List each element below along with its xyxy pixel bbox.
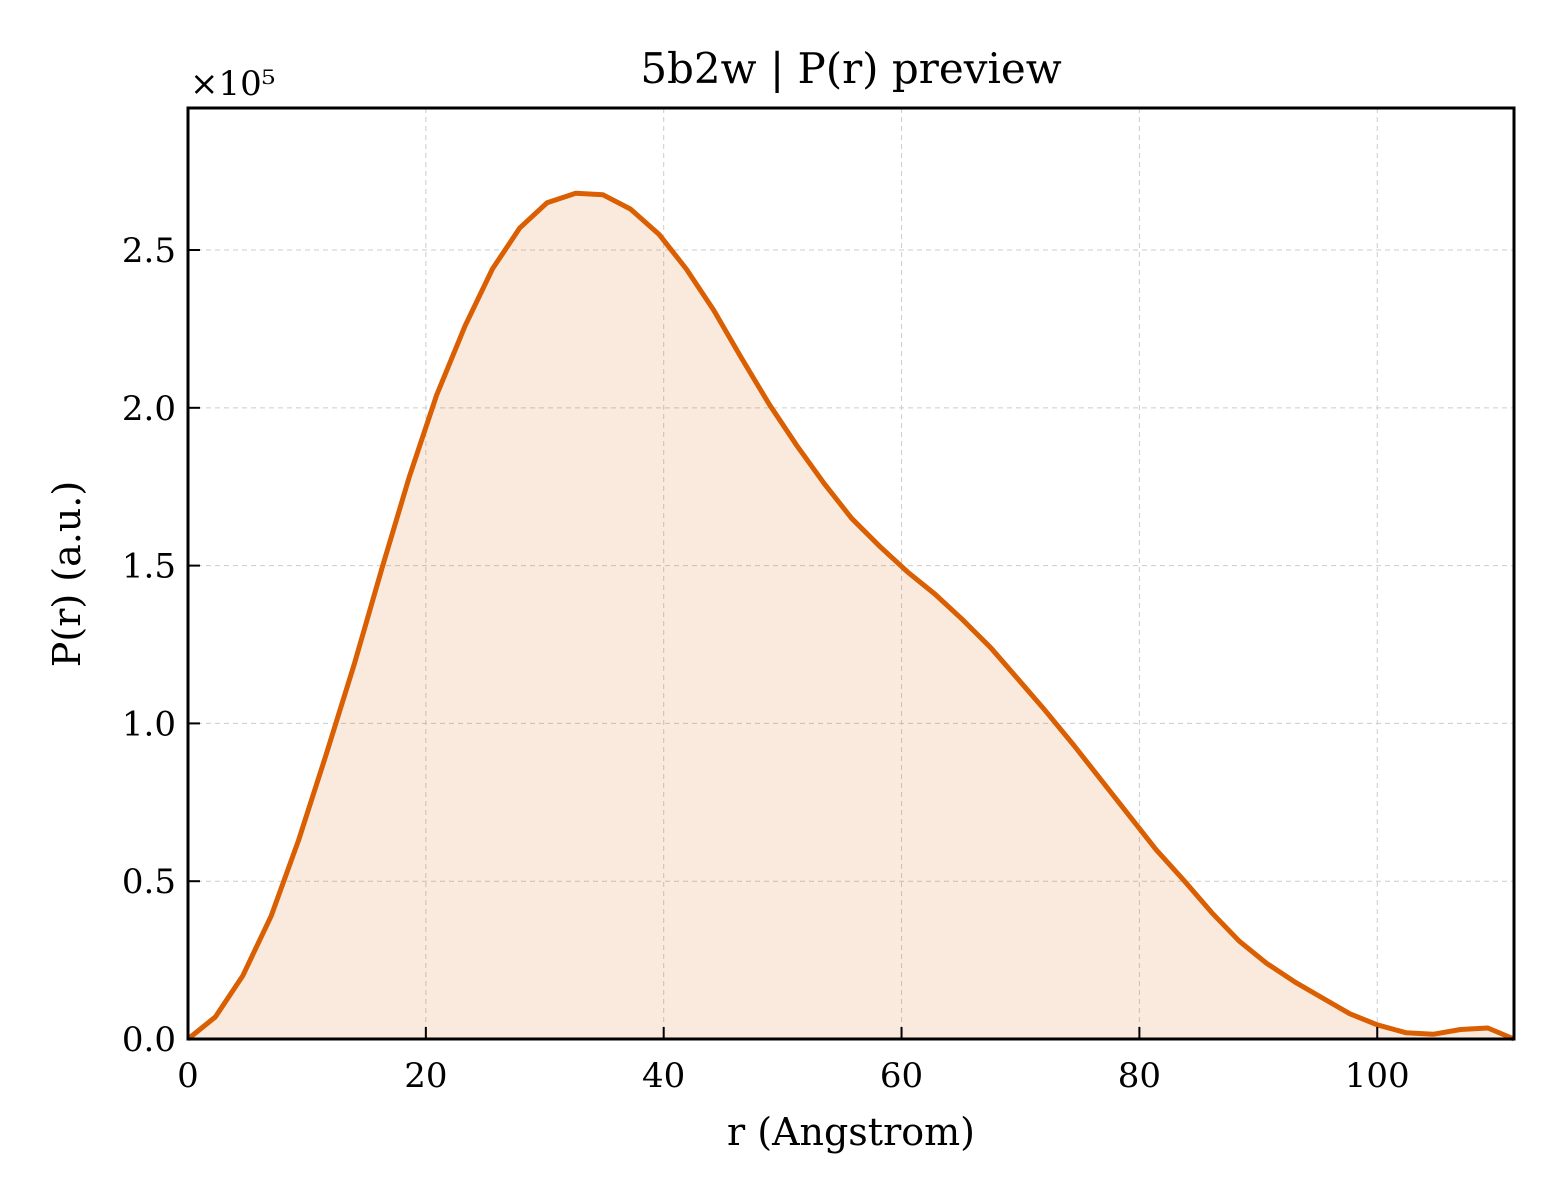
y-tick-label: 1.0	[122, 704, 176, 744]
y-tick-label: 0.5	[122, 862, 176, 902]
y-axis-label: P(r) (a.u.)	[45, 481, 89, 667]
pr-series-line	[186, 190, 1515, 1042]
y-tick-label: 0.0	[122, 1020, 176, 1060]
x-axis-label: r (Angstrom)	[727, 1110, 975, 1154]
x-tick-label: 80	[1118, 1056, 1161, 1096]
axis-ticks: 0 20 40 60 80 100 0.0 0.5 1.0 1.5 2.0 2.5	[122, 231, 1410, 1096]
y-tick-label: 1.5	[122, 547, 176, 587]
y-tick-label: 2.5	[122, 231, 176, 271]
x-tick-label: 0	[177, 1056, 199, 1096]
pr-area-fill	[188, 193, 1514, 1039]
y-tick-label: 2.0	[122, 389, 176, 429]
plot-frame	[186, 106, 1516, 1041]
grid-lines	[187, 108, 1514, 1039]
chart-title: 5b2w | P(r) preview	[640, 44, 1061, 93]
x-tick-label: 100	[1345, 1056, 1410, 1096]
x-tick-label: 40	[642, 1056, 685, 1096]
x-tick-label: 60	[880, 1056, 923, 1096]
y-offset-label: ×10⁵	[190, 64, 275, 104]
x-tick-label: 20	[404, 1056, 447, 1096]
